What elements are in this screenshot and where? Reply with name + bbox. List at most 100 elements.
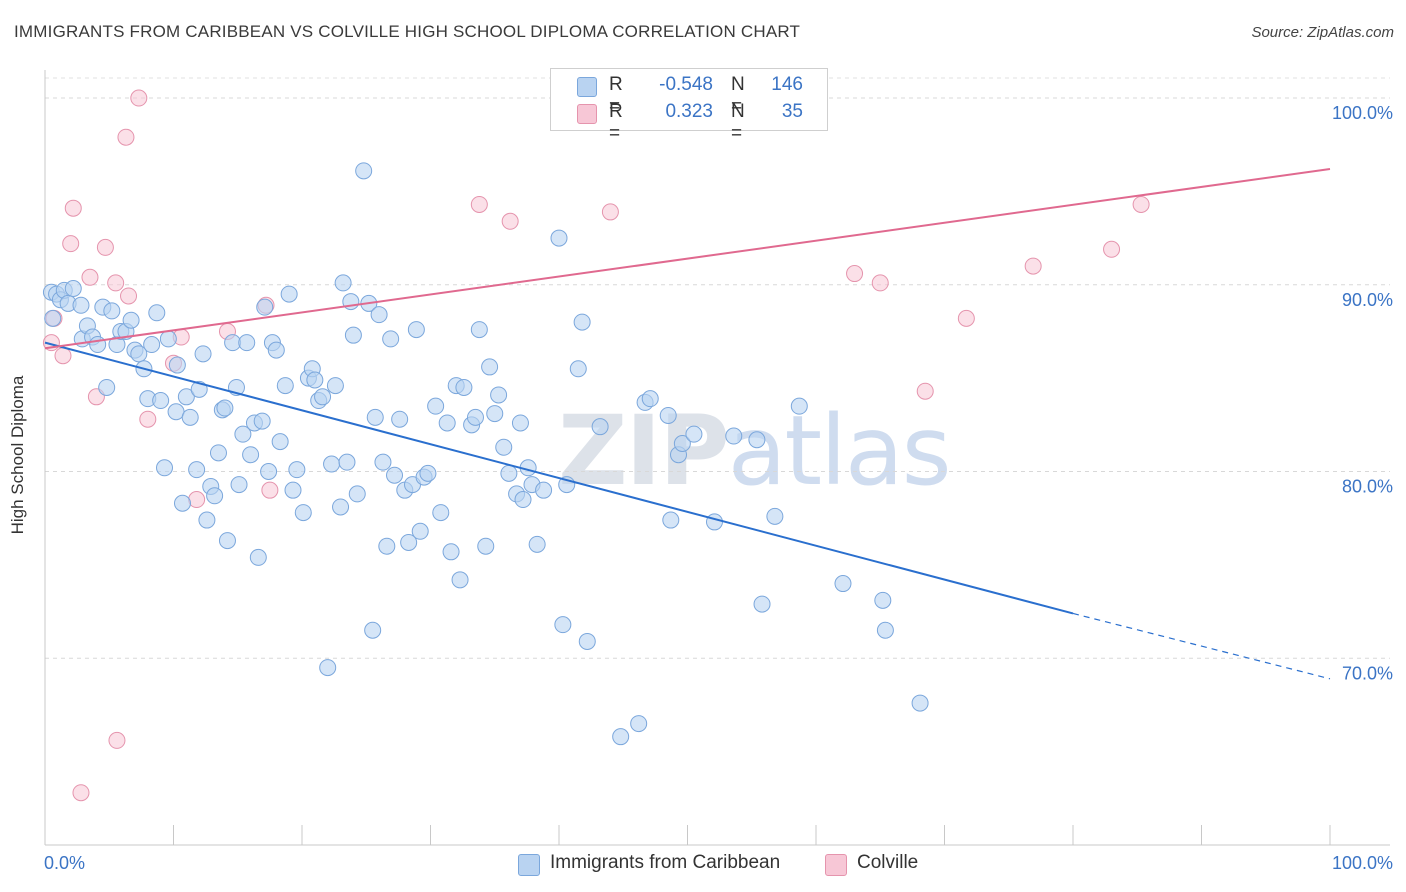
colville-point — [96, 238, 114, 256]
caribbean-point — [148, 304, 166, 322]
caribbean-point — [306, 371, 324, 389]
trend-lines — [44, 167, 1331, 680]
watermark-atlas: atlas — [727, 395, 952, 507]
legend-n-value-caribbean: 146 — [771, 74, 803, 95]
caribbean-point — [407, 321, 425, 339]
caribbean-point — [374, 453, 392, 471]
caribbean-point — [705, 513, 723, 531]
caribbean-point — [419, 464, 437, 482]
caribbean-point — [188, 461, 206, 479]
caribbean-point — [314, 388, 332, 406]
legend-r-value-colville: 0.323 — [665, 101, 713, 122]
caribbean-point — [173, 494, 191, 512]
caribbean-point — [159, 330, 177, 348]
caribbean-point — [876, 621, 894, 639]
caribbean-point — [284, 481, 302, 499]
legend-n-label: N = — [731, 74, 745, 117]
caribbean-point — [364, 621, 382, 639]
caribbean-point — [332, 498, 350, 516]
colville-point — [957, 309, 975, 327]
caribbean-point — [64, 279, 82, 297]
watermark: ZIPatlas — [558, 395, 952, 507]
caribbean-point — [514, 491, 532, 509]
caribbean-trend-extension — [1072, 612, 1331, 680]
caribbean-point — [334, 274, 352, 292]
colville-point — [470, 195, 488, 213]
caribbean-point — [481, 358, 499, 376]
colville-point — [1103, 240, 1121, 258]
caribbean-point — [72, 296, 90, 314]
caribbean-point — [451, 571, 469, 589]
legend-swatch-pink — [577, 104, 597, 124]
x-tick-label: 100.0% — [1332, 853, 1393, 873]
caribbean-point — [271, 433, 289, 451]
caribbean-point — [427, 397, 445, 415]
caribbean-point — [130, 345, 148, 363]
caribbean-point — [256, 298, 274, 316]
caribbean-point — [550, 229, 568, 247]
caribbean-point — [569, 360, 587, 378]
legend-r-label: R = — [609, 74, 623, 117]
tick-labels: 70.0% 80.0% 90.0% 100.0% 0.0% 100.0% — [44, 103, 1393, 873]
colville-point — [1024, 257, 1042, 275]
y-axis-label: High School Diploma — [8, 375, 27, 535]
colville-point — [81, 268, 99, 286]
caribbean-point — [470, 321, 488, 339]
caribbean-point — [319, 659, 337, 677]
caribbean-point — [432, 504, 450, 522]
caribbean-point — [276, 377, 294, 395]
caribbean-point — [554, 616, 572, 634]
caribbean-point — [323, 455, 341, 473]
colville-point — [916, 382, 934, 400]
caribbean-point — [224, 334, 242, 352]
source-label: Source: ZipAtlas.com — [1251, 24, 1394, 41]
caribbean-point — [386, 466, 404, 484]
legend-n-value-colville: 35 — [781, 101, 803, 122]
colville-point — [188, 491, 206, 509]
caribbean-point — [500, 464, 518, 482]
caribbean-point — [238, 334, 256, 352]
caribbean-point — [378, 537, 396, 555]
colville-points — [42, 89, 1150, 802]
caribbean-point — [400, 533, 418, 551]
caribbean-point — [344, 326, 362, 344]
caribbean-point — [242, 446, 260, 464]
colville-point — [62, 235, 80, 253]
caribbean-point — [495, 438, 513, 456]
caribbean-point — [98, 378, 116, 396]
correlation-legend: R = -0.548 N = 146 R = 0.323 N = 35 — [550, 68, 828, 144]
caribbean-point — [438, 414, 456, 432]
caribbean-point — [748, 431, 766, 449]
caribbean-point — [370, 306, 388, 324]
caribbean-point — [206, 487, 224, 505]
caribbean-point — [177, 388, 195, 406]
caribbean-point — [573, 313, 591, 331]
colville-point — [108, 731, 126, 749]
caribbean-point — [766, 507, 784, 525]
caribbean-point — [209, 444, 227, 462]
caribbean-point — [366, 408, 384, 426]
colville-point — [501, 212, 519, 230]
caribbean-point — [455, 378, 473, 396]
caribbean-point — [630, 715, 648, 733]
caribbean-point — [294, 504, 312, 522]
legend-r-value-caribbean: -0.548 — [659, 74, 713, 95]
caribbean-point — [44, 309, 62, 327]
y-tick-label: 90.0% — [1342, 290, 1393, 310]
caribbean-point — [249, 548, 267, 566]
bottom-legend-label-colville: Colville — [857, 852, 919, 873]
caribbean-point — [662, 511, 680, 529]
caribbean-point — [834, 575, 852, 593]
caribbean-point — [578, 632, 596, 650]
caribbean-point — [659, 406, 677, 424]
watermark-zip: ZIP — [558, 395, 730, 507]
legend-r-label: R = — [609, 101, 623, 144]
caribbean-point — [486, 405, 504, 423]
caribbean-point — [673, 434, 691, 452]
caribbean-point — [89, 336, 107, 354]
grid — [45, 77, 1390, 659]
colville-point — [1132, 195, 1150, 213]
caribbean-point — [382, 330, 400, 348]
colville-point — [107, 274, 125, 292]
caribbean-point — [338, 453, 356, 471]
